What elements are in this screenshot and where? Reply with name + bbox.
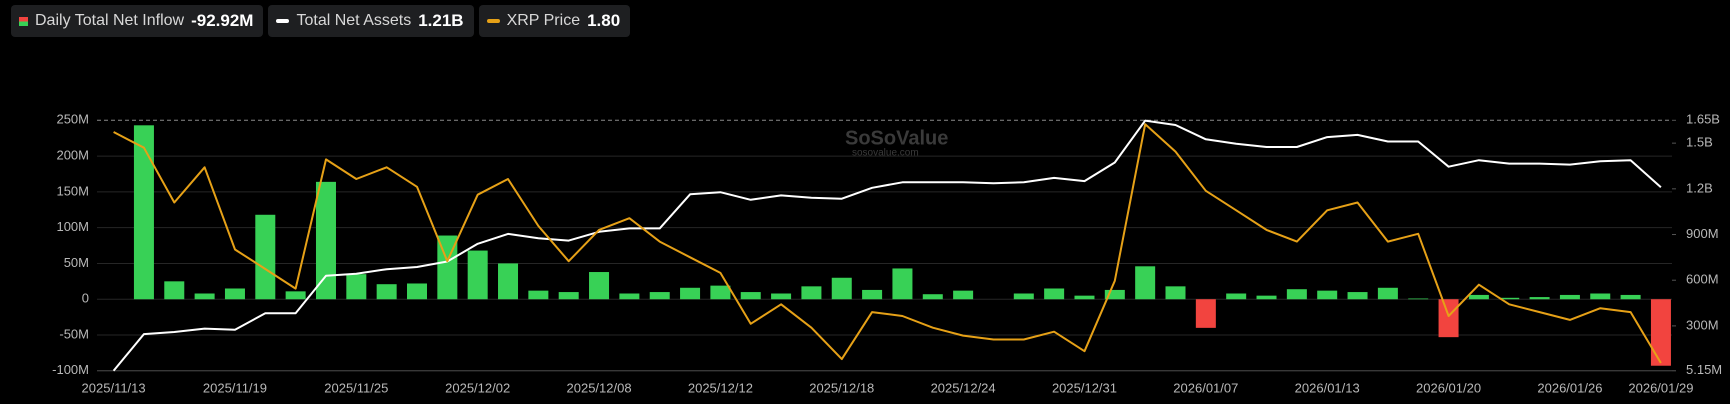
y2-tick-label: 600M <box>1686 272 1719 287</box>
legend-label: Total Net Assets <box>296 12 412 29</box>
bar <box>740 292 761 300</box>
legend-label: Daily Total Net Inflow <box>35 12 185 29</box>
x-tick-label: 2026/01/20 <box>1416 380 1481 395</box>
legend-value: 1.21B <box>418 11 464 30</box>
line <box>113 123 1662 364</box>
bar <box>1226 293 1247 300</box>
bar <box>953 290 974 300</box>
y2-tick-label: 300M <box>1686 317 1719 332</box>
bar <box>1195 299 1216 328</box>
bar <box>1347 292 1368 300</box>
bar <box>1650 299 1671 366</box>
y2-tick-label: 900M <box>1686 226 1719 241</box>
bar <box>1590 293 1611 300</box>
bar <box>407 283 427 300</box>
legend-icon <box>486 19 500 23</box>
bar <box>255 214 276 300</box>
x-tick-label: 2025/11/13 <box>82 380 146 395</box>
x-tick-label: 2026/01/13 <box>1295 380 1360 395</box>
bar <box>1529 297 1550 300</box>
bar <box>1256 295 1277 300</box>
y2-tick-label: 5.15M <box>1686 362 1722 377</box>
bar <box>710 285 731 300</box>
bar <box>133 125 154 300</box>
watermark-site: sosovalue.com <box>852 148 919 159</box>
x-tick-label: 2026/01/26 <box>1537 380 1602 395</box>
x-tick-label: 2025/11/25 <box>324 380 388 395</box>
y2-tick-label: 1.5B <box>1686 135 1713 150</box>
bar <box>1104 289 1125 300</box>
bar <box>1499 297 1520 300</box>
y-tick-label: 0 <box>82 291 89 306</box>
bar <box>801 286 822 300</box>
bar <box>164 281 185 300</box>
bar <box>771 293 792 300</box>
y-tick-label: 200M <box>56 148 89 163</box>
bar <box>224 288 245 300</box>
line <box>112 119 1662 372</box>
bar <box>1408 298 1429 300</box>
x-tick-label: 2025/11/19 <box>203 380 267 395</box>
bar <box>680 287 701 300</box>
x-tick-label: 2025/12/08 <box>567 380 632 395</box>
bar <box>1620 294 1641 300</box>
legend-value: -92.92M <box>191 11 254 30</box>
legend-item: Daily Total Net Inflow -92.92M <box>11 5 264 37</box>
bar <box>1286 289 1307 300</box>
legend-icon <box>19 16 28 26</box>
bar <box>376 284 397 300</box>
x-tick-label: 2025/12/12 <box>688 380 753 395</box>
bar <box>194 293 215 300</box>
legend-icon <box>276 19 290 23</box>
y-tick-label: 100M <box>56 219 89 234</box>
y-tick-label: 150M <box>56 183 89 198</box>
bar <box>1135 266 1156 300</box>
x-tick-label: 2026/01/29 <box>1628 380 1693 395</box>
legend-item: Total Net Assets 1.21B <box>268 5 474 37</box>
bar <box>1317 290 1338 300</box>
bar <box>649 292 670 300</box>
bar <box>1044 288 1065 300</box>
bar <box>315 181 336 300</box>
legend-item: XRP Price 1.80 <box>478 5 631 37</box>
watermark-brand: SoSoValue <box>845 127 948 149</box>
bar <box>1013 293 1034 300</box>
bar <box>1559 294 1580 300</box>
legend-value: 1.80 <box>587 11 621 30</box>
bar <box>528 290 549 300</box>
bar <box>467 250 488 300</box>
bar <box>1438 299 1459 338</box>
bar <box>498 263 519 300</box>
x-tick-label: 2026/01/07 <box>1173 380 1238 395</box>
bar <box>922 294 943 300</box>
y-tick-label: 50M <box>64 255 89 270</box>
bar <box>589 272 610 300</box>
bar <box>892 268 913 300</box>
bar <box>346 274 367 300</box>
y2-tick-label: 1.65B <box>1686 112 1720 127</box>
bar <box>831 277 852 300</box>
bar <box>285 291 306 300</box>
x-tick-label: 2025/12/02 <box>445 380 510 395</box>
y-tick-label: -100M <box>52 362 89 377</box>
bar <box>1468 294 1489 300</box>
legend-label: XRP Price <box>506 12 581 29</box>
bar <box>1377 287 1398 300</box>
y-tick-label: 250M <box>56 112 89 127</box>
bar <box>619 293 640 300</box>
x-tick-label: 2025/12/24 <box>931 380 996 395</box>
legend: Daily Total Net Inflow -92.92M Total Net A… <box>11 5 631 37</box>
y2-tick-label: 1.2B <box>1686 180 1713 195</box>
bar <box>558 292 579 300</box>
x-tick-label: 2025/12/18 <box>809 380 874 395</box>
bar <box>1165 286 1186 300</box>
bar <box>862 289 883 300</box>
bar <box>1074 295 1095 300</box>
x-tick-label: 2025/12/31 <box>1052 380 1117 395</box>
y-tick-label: -50M <box>59 326 89 341</box>
